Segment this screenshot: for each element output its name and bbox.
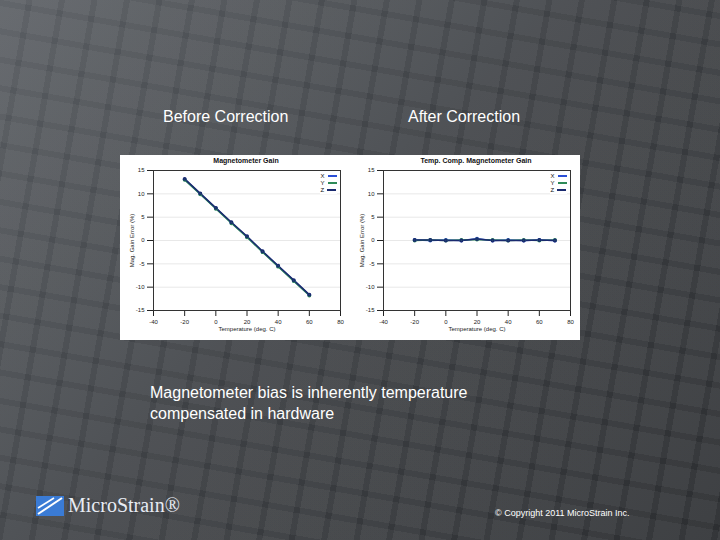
svg-text:Temperature (deg. C): Temperature (deg. C): [218, 326, 275, 332]
svg-text:15: 15: [367, 167, 374, 173]
svg-text:0: 0: [444, 319, 448, 325]
svg-text:-40: -40: [379, 319, 388, 325]
svg-text:0: 0: [214, 319, 218, 325]
svg-text:-5: -5: [369, 261, 375, 267]
svg-text:0: 0: [371, 237, 375, 243]
svg-text:Mag. Gain Error (%): Mag. Gain Error (%): [358, 214, 364, 268]
svg-text:-10: -10: [365, 284, 374, 290]
html-text:After Correction: After Correction: [408, 108, 520, 125]
svg-text:20: 20: [473, 319, 480, 325]
html-text:Z: Z: [550, 187, 555, 193]
html-text:Y: Y: [320, 180, 325, 186]
html-text:© Copyright 2011 MicroStrain I: © Copyright 2011 MicroStrain Inc.: [495, 508, 630, 518]
svg-text:-20: -20: [410, 319, 419, 325]
html-text:MicroStrain®: MicroStrain®: [68, 494, 180, 516]
svg-text:20: 20: [243, 319, 250, 325]
html-text:X: X: [320, 173, 325, 179]
svg-text:-5: -5: [139, 261, 145, 267]
html-text:Z: Z: [320, 187, 325, 193]
svg-text:40: 40: [504, 319, 511, 325]
svg-text:Mag. Gain Error (%): Mag. Gain Error (%): [128, 214, 134, 268]
html-text:X: X: [550, 173, 555, 179]
html-text:Temp. Comp. Magnetometer Gain: Temp. Comp. Magnetometer Gain: [420, 157, 532, 164]
html-text:Before Correction: Before Correction: [163, 108, 289, 125]
svg-text:80: 80: [337, 319, 344, 325]
svg-text:10: 10: [367, 191, 374, 197]
svg-text:80: 80: [567, 319, 574, 325]
svg-text:15: 15: [137, 167, 144, 173]
html-text:Magnetometer Gain: Magnetometer Gain: [213, 157, 279, 164]
svg-text:10: 10: [137, 191, 144, 197]
svg-text:5: 5: [371, 214, 375, 220]
svg-text:-40: -40: [149, 319, 158, 325]
svg-text:-15: -15: [135, 307, 144, 313]
svg-text:5: 5: [141, 214, 145, 220]
html-text:Magnetometer bias is inherentl: Magnetometer bias is inherently temperat…: [150, 384, 468, 422]
svg-text:60: 60: [535, 319, 542, 325]
svg-text:-15: -15: [365, 307, 374, 313]
svg-text:40: 40: [274, 319, 281, 325]
svg-text:0: 0: [141, 237, 145, 243]
svg-text:-10: -10: [135, 284, 144, 290]
svg-text:-20: -20: [180, 319, 189, 325]
svg-text:Temperature (deg. C): Temperature (deg. C): [448, 326, 505, 332]
svg-text:60: 60: [305, 319, 312, 325]
html-text:Y: Y: [550, 180, 555, 186]
